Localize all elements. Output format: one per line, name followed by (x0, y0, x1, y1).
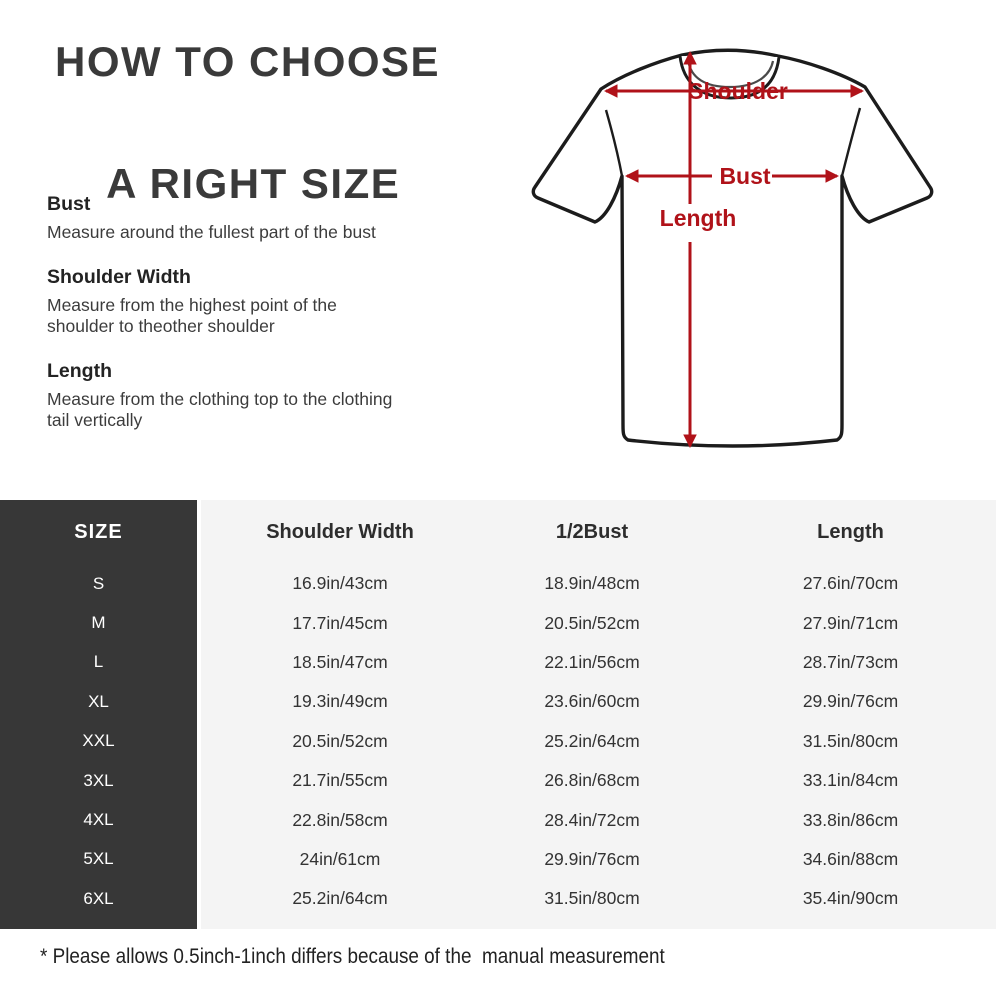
size-label: 6XL (83, 888, 114, 908)
tshirt-outline-shape (531, 48, 934, 448)
measurement-value: 24in/61cm (299, 848, 381, 869)
instruction-desc: Measure from the clothing top to the clo… (47, 388, 393, 431)
measurement-value: 21.7in/55cm (292, 770, 388, 791)
measurement-value: 22.1in/56cm (544, 651, 640, 672)
instruction-bust: Bust Measure around the fullest part of … (47, 193, 402, 244)
table-body-background (201, 500, 996, 929)
size-label: S (92, 573, 105, 593)
column-header: 1/2Bust (555, 520, 629, 543)
size-column-header: SIZE (74, 520, 123, 543)
tshirt-diagram: Shoulder Bust Length (531, 48, 934, 449)
instruction-shoulder-width: Shoulder Width Measure from the highest … (47, 266, 402, 338)
measurement-value: 31.5in/80cm (802, 730, 899, 751)
measurement-value: 18.9in/48cm (544, 573, 640, 594)
bust-arrow-label: Bust (719, 163, 770, 189)
length-arrow-label: Length (660, 205, 737, 231)
left-armhole-seam (604, 109, 624, 177)
measurement-value: 18.5in/47cm (292, 651, 388, 672)
measurement-value: 27.6in/70cm (802, 573, 899, 594)
measurement-value: 19.3in/49cm (292, 691, 388, 712)
measurement-value: 28.7in/73cm (802, 651, 899, 672)
instruction-term: Length (47, 359, 112, 382)
measurement-value: 29.9in/76cm (544, 848, 640, 869)
size-label: 3XL (83, 770, 114, 790)
page-title-line2: A RIGHT SIZE (106, 160, 401, 207)
measurement-value: 25.2in/64cm (544, 730, 640, 751)
measurement-value: 17.7in/45cm (292, 612, 388, 633)
size-label: XL (88, 691, 109, 711)
size-label: 4XL (83, 810, 114, 830)
measurement-footnote: * Please allows 0.5inch-1inch differs be… (40, 945, 665, 968)
measurement-value: 35.4in/90cm (802, 888, 899, 909)
instruction-desc: Measure from the highest point of the sh… (47, 294, 337, 337)
instruction-term: Shoulder Width (47, 265, 191, 288)
column-header: Shoulder Width (266, 520, 414, 543)
instruction-desc: Measure around the fullest part of the b… (47, 222, 376, 242)
measurement-value: 25.2in/64cm (292, 888, 388, 909)
shoulder-arrow-label: Shoulder (688, 78, 788, 104)
measurement-value: 22.8in/58cm (292, 809, 388, 830)
measurement-value: 23.6in/60cm (544, 691, 640, 712)
size-label: 5XL (83, 849, 114, 869)
measurement-value: 16.9in/43cm (292, 573, 388, 594)
instruction-length: Length Measure from the clothing top to … (47, 360, 402, 432)
measurement-value: 29.9in/76cm (802, 691, 899, 712)
measurement-value: 33.1in/84cm (802, 770, 899, 791)
measurement-instructions: Bust Measure around the fullest part of … (47, 193, 402, 454)
size-label: XXL (82, 731, 115, 751)
size-column-background (0, 500, 197, 929)
size-label: M (91, 613, 106, 633)
size-label: L (93, 652, 104, 672)
measurement-value: 27.9in/71cm (802, 612, 899, 633)
measurement-value: 26.8in/68cm (544, 770, 640, 791)
column-header: Length (817, 520, 884, 543)
instruction-term: Bust (47, 193, 91, 215)
measurement-value: 20.5in/52cm (544, 612, 640, 633)
measurement-value: 33.8in/86cm (802, 809, 899, 830)
size-table-grid: SIZE Shoulder Width 1/2Bust Length S 16.9in/4… (0, 500, 996, 929)
page-title: HOW TO CHOOSE A RIGHT SIZE (55, 31, 440, 275)
measurement-value: 31.5in/80cm (544, 888, 640, 909)
measurement-value: 34.6in/88cm (802, 848, 899, 869)
right-armhole-seam (840, 107, 862, 177)
measurement-value: 20.5in/52cm (292, 730, 388, 751)
measurement-value: 28.4in/72cm (544, 809, 640, 830)
page-title-line1: HOW TO CHOOSE (55, 38, 441, 85)
